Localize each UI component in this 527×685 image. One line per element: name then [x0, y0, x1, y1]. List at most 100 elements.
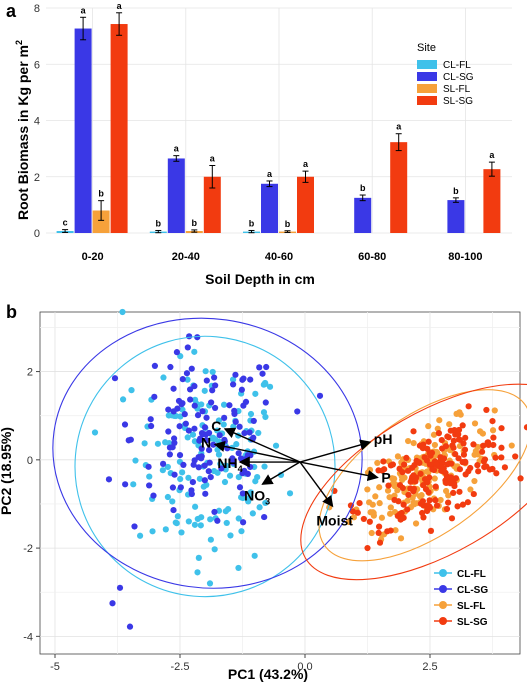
point-cl-fl — [202, 368, 209, 375]
legend-key-cl-sg — [439, 585, 447, 593]
point-sl-sg — [387, 462, 394, 469]
point-cl-fl — [201, 387, 208, 394]
point-cl-fl — [249, 510, 256, 517]
point-cl-sg — [151, 393, 158, 400]
significance-letter: b — [360, 183, 366, 193]
point-cl-sg — [191, 402, 198, 409]
y-tick-label: 0 — [34, 228, 40, 240]
vector-label: pH — [374, 431, 393, 447]
point-sl-sg — [498, 454, 505, 461]
point-cl-fl — [162, 439, 169, 446]
point-cl-sg — [203, 377, 210, 384]
point-sl-sg — [450, 444, 457, 451]
point-sl-sg — [439, 467, 446, 475]
bar-cl-sg — [261, 183, 278, 233]
point-cl-fl — [226, 472, 234, 479]
bar-sl-sg — [297, 176, 314, 233]
point-cl-fl — [178, 529, 185, 536]
point-cl-sg — [121, 421, 129, 428]
x-tick-label: 80-100 — [448, 251, 482, 263]
point-cl-sg — [256, 364, 263, 371]
point-sl-fl — [386, 494, 393, 501]
point-cl-fl — [245, 498, 252, 505]
x-tick-label: 60-80 — [358, 251, 386, 263]
point-sl-sg — [400, 501, 407, 508]
point-cl-sg — [165, 406, 172, 413]
point-sl-fl — [376, 500, 383, 507]
bar-cl-sg — [74, 28, 92, 233]
point-cl-sg — [189, 479, 196, 486]
point-cl-sg — [191, 425, 198, 432]
point-sl-sg — [410, 428, 417, 435]
point-sl-fl — [436, 417, 443, 424]
y-tick-label: 2 — [34, 172, 40, 184]
x-tick-label: -5 — [50, 661, 60, 673]
point-sl-sg — [459, 501, 467, 508]
point-sl-sg — [460, 440, 467, 447]
bar-cl-sg — [167, 158, 185, 233]
point-cl-fl — [173, 520, 180, 527]
point-sl-fl — [366, 499, 373, 506]
point-cl-fl — [209, 368, 216, 376]
point-cl-sg — [230, 381, 237, 388]
significance-letter: b — [98, 189, 104, 199]
point-cl-fl — [227, 532, 234, 539]
point-cl-sg — [202, 490, 209, 497]
point-sl-sg — [394, 512, 401, 520]
point-cl-fl — [196, 475, 203, 482]
point-cl-fl — [262, 413, 269, 421]
point-cl-sg — [188, 490, 195, 498]
point-sl-sg — [470, 490, 477, 498]
point-cl-fl — [164, 463, 171, 471]
point-cl-fl — [191, 348, 198, 355]
point-sl-fl — [374, 459, 381, 467]
bar-sl-fl — [92, 210, 110, 233]
point-cl-sg — [238, 386, 245, 393]
legend-label: SL-FL — [457, 601, 485, 612]
y-tick-label: 0 — [27, 455, 33, 467]
point-cl-sg — [201, 462, 208, 469]
point-cl-sg — [229, 455, 236, 462]
ellipse-cl-fl — [74, 335, 336, 598]
point-sl-fl — [431, 475, 438, 482]
point-cl-sg — [201, 477, 208, 484]
bar-chart: 0 2 4 6 8 c a b a b a b a b a b a b a b a 0-20 20-40 40-60 60-… — [14, 1, 512, 287]
point-cl-sg — [198, 445, 205, 452]
point-cl-sg — [263, 363, 270, 371]
vector-arrow — [299, 439, 372, 463]
point-cl-sg — [231, 407, 238, 414]
point-cl-sg — [170, 408, 177, 415]
point-cl-fl — [262, 499, 269, 507]
point-cl-sg — [176, 423, 183, 430]
point-sl-fl — [410, 439, 417, 447]
point-cl-fl — [177, 475, 184, 483]
point-cl-sg — [122, 481, 129, 488]
point-cl-sg — [209, 387, 216, 394]
point-sl-sg — [435, 430, 442, 437]
point-cl-fl — [247, 410, 255, 418]
point-cl-fl — [266, 383, 274, 390]
vector-label-subscript: 4 — [238, 464, 243, 474]
point-cl-sg — [195, 464, 202, 471]
point-sl-sg — [433, 461, 440, 468]
point-cl-fl — [130, 481, 137, 488]
point-sl-fl — [430, 431, 438, 438]
bar-chart-y-axis-title: Root Biomass in Kg per m2 — [14, 40, 31, 220]
point-cl-fl — [286, 490, 294, 497]
significance-letter: a — [396, 122, 402, 132]
point-sl-fl — [389, 475, 396, 482]
point-cl-fl — [235, 474, 242, 481]
point-cl-sg — [201, 424, 209, 431]
point-cl-fl — [211, 436, 219, 443]
point-sl-sg — [464, 499, 471, 506]
point-sl-sg — [356, 499, 363, 507]
point-sl-sg — [419, 498, 427, 505]
vector-arrow — [223, 427, 301, 463]
point-cl-sg — [207, 474, 214, 481]
bar-cl-sg — [447, 200, 465, 233]
point-sl-fl — [364, 486, 371, 493]
point-sl-sg — [403, 454, 410, 461]
point-sl-sg — [354, 509, 361, 516]
